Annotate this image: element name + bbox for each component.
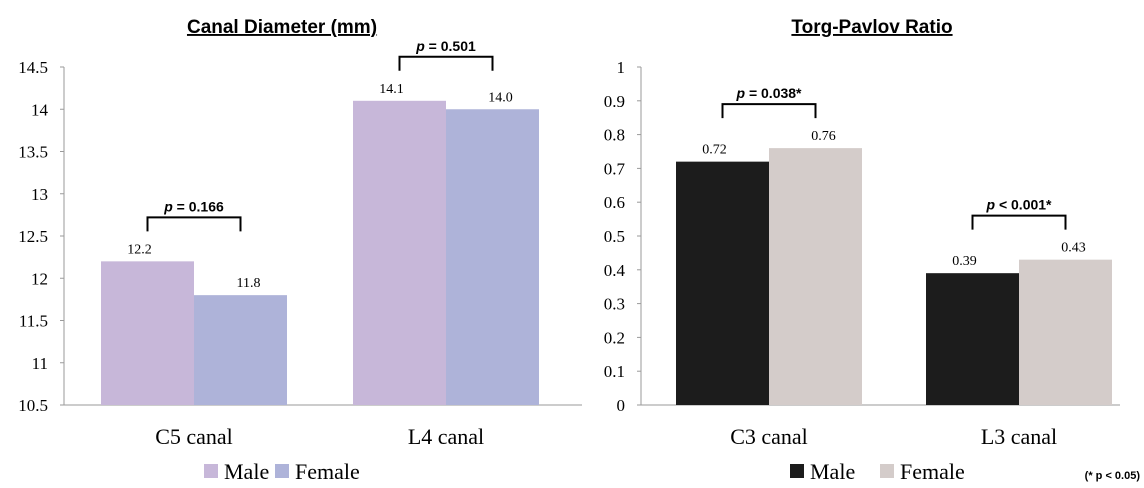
data-label: 14.0 — [488, 90, 513, 105]
p-value-label: p = 0.166 — [163, 198, 224, 214]
y-tick-label: 13 — [31, 185, 48, 204]
p-value-label: p = 0.501 — [415, 38, 476, 54]
y-tick-label: 1 — [617, 58, 626, 77]
p-value-label: p < 0.001* — [986, 197, 1053, 213]
data-label: 12.2 — [127, 242, 152, 257]
legend-label: Female — [295, 459, 360, 484]
y-tick-label: 14 — [31, 100, 49, 119]
p-value-label: p = 0.038* — [736, 85, 803, 101]
legend-swatch — [204, 464, 218, 478]
category-label: L3 canal — [981, 424, 1057, 449]
torg-pavlov-chart: Torg-Pavlov Ratio (* p < 0.05) 0 0.1 0.2 0.… — [604, 17, 1141, 484]
bar — [676, 161, 769, 405]
significance-bracket — [146, 216, 242, 232]
category-label: L4 canal — [408, 424, 484, 449]
bar — [769, 148, 862, 405]
bar — [926, 273, 1019, 405]
canal-diameter-chart: Canal Diameter (mm) 10.5 11 11.5 12 12.5 13 13… — [18, 17, 582, 484]
y-tick-label: 10.5 — [18, 396, 48, 415]
legend-label: Male — [224, 459, 269, 484]
data-label: 14.1 — [379, 82, 404, 97]
y-tick-label: 11.5 — [19, 312, 48, 331]
legend-swatch — [275, 464, 289, 478]
significance-bracket — [398, 55, 494, 71]
data-label: 11.8 — [237, 276, 261, 291]
y-tick-label: 0.6 — [604, 193, 625, 212]
y-tick-label: 12.5 — [18, 227, 48, 246]
category-label: C5 canal — [155, 424, 233, 449]
y-tick-label: 13.5 — [18, 143, 48, 162]
significance-bracket — [721, 103, 817, 119]
legend-swatch — [790, 464, 804, 478]
bar — [353, 100, 446, 406]
chart-title: Torg-Pavlov Ratio — [791, 17, 952, 38]
significance-footnote: (* p < 0.05) — [1085, 470, 1141, 482]
chart-title: Canal Diameter (mm) — [187, 17, 377, 38]
y-tick-label: 0.2 — [604, 328, 625, 347]
significance-bracket — [971, 214, 1067, 230]
data-label: 0.39 — [952, 254, 977, 269]
bar — [1019, 259, 1112, 405]
legend-label: Male — [810, 459, 855, 484]
legend-swatch — [880, 464, 894, 478]
bar — [194, 295, 287, 405]
y-tick-label: 0.7 — [604, 159, 626, 178]
y-tick-label: 0.8 — [604, 126, 625, 145]
y-tick-label: 0.4 — [604, 261, 626, 280]
y-tick-label: 11 — [32, 354, 48, 373]
legend-label: Female — [900, 459, 965, 484]
y-tick-label: 0.5 — [604, 227, 625, 246]
bar — [446, 109, 539, 405]
data-label: 0.76 — [811, 129, 836, 144]
y-tick-label: 14.5 — [18, 58, 48, 77]
y-tick-label: 0.3 — [604, 295, 625, 314]
y-tick-label: 12 — [31, 269, 48, 288]
y-tick-label: 0.9 — [604, 92, 625, 111]
y-tick-label: 0.1 — [604, 362, 625, 381]
data-label: 0.43 — [1061, 241, 1086, 256]
bar — [101, 261, 194, 405]
y-tick-label: 0 — [617, 396, 626, 415]
category-label: C3 canal — [730, 424, 808, 449]
data-label: 0.72 — [702, 143, 727, 158]
